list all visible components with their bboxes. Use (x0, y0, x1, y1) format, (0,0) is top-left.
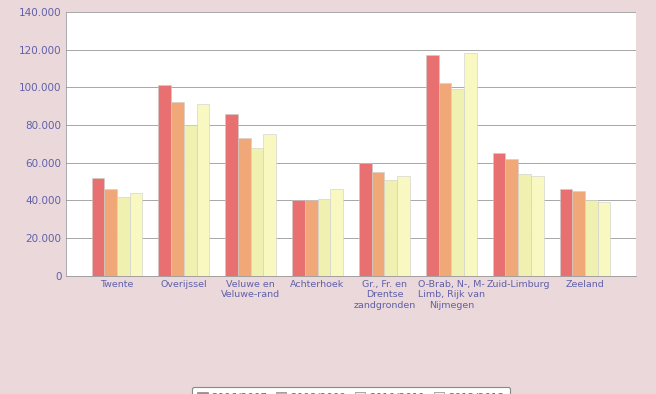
Bar (238, 138, 251, 276)
Bar (92, 178, 104, 276)
Bar (572, 191, 585, 276)
Bar (359, 163, 372, 276)
Bar (464, 53, 477, 276)
Bar (585, 201, 598, 276)
Bar (184, 125, 197, 276)
Bar (426, 55, 439, 276)
Bar (493, 153, 505, 276)
Bar (318, 199, 330, 276)
Bar (330, 189, 343, 276)
Bar (305, 201, 318, 276)
Bar (130, 193, 142, 276)
Bar (197, 104, 209, 276)
Bar (251, 148, 263, 276)
Bar (451, 89, 464, 276)
Bar (372, 172, 384, 276)
Bar (397, 176, 410, 276)
Bar (531, 176, 544, 276)
Bar (439, 84, 451, 276)
Bar (292, 201, 305, 276)
Bar (117, 197, 130, 276)
Bar (598, 202, 610, 276)
Bar (518, 174, 531, 276)
Legend: 2006/2007, 2008/2009, 2010/2011, 2012/2013: 2006/2007, 2008/2009, 2010/2011, 2012/20… (192, 387, 510, 394)
Bar (158, 85, 171, 276)
Bar (560, 189, 572, 276)
Bar (263, 134, 276, 276)
Bar (104, 189, 117, 276)
Bar (225, 113, 238, 276)
Bar (171, 102, 184, 276)
Bar (505, 159, 518, 276)
Bar (384, 180, 397, 276)
